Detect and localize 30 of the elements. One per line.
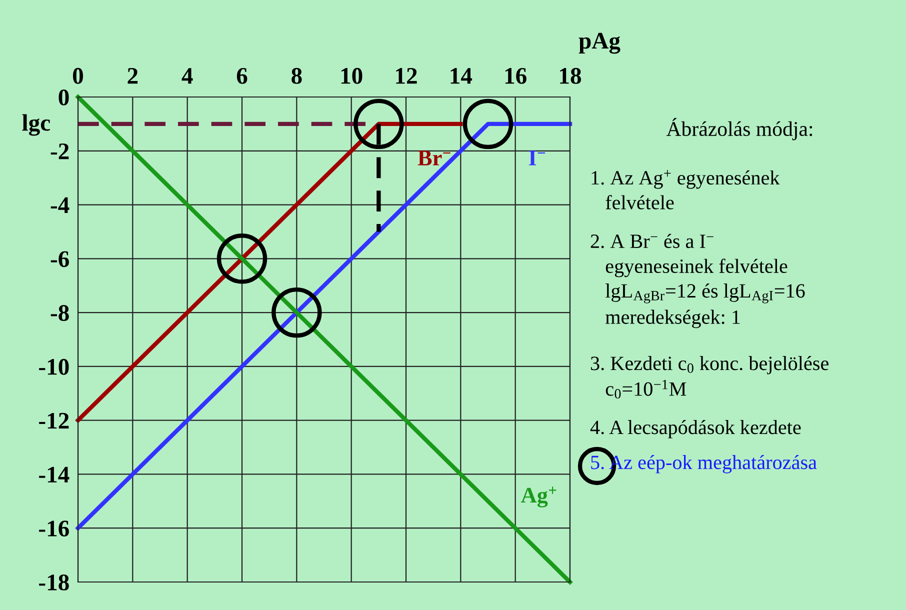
x-tick-label: 8 bbox=[292, 68, 302, 84]
y-axis-title: lgc bbox=[22, 114, 50, 136]
y-tick-label: -6 bbox=[50, 251, 69, 268]
x-tick-label: 2 bbox=[128, 68, 138, 84]
series-label: I$^{−}$ bbox=[528, 150, 546, 166]
text: Ábrázolás módja: bbox=[666, 118, 812, 140]
x-tick-label: 12 bbox=[396, 68, 417, 84]
text: 3. Kezdeti c$_{0}$ konc. bejelölése c$_{0}$=10$^{−1}$M bbox=[590, 356, 828, 399]
x-tick-label: 10 bbox=[341, 68, 362, 84]
text: 2. A Br$^{−}$ és a I$^{−}$ egyeneseinek felvétele lgL$_{AgBr}$=12 és lgL$_{AgI}$=16 meredekségek: 1 bbox=[590, 234, 805, 328]
x-axis-title: pAg bbox=[578, 32, 620, 54]
y-tick-label: -16 bbox=[39, 520, 69, 537]
y-tick-label: -18 bbox=[39, 574, 69, 590]
x-tick-label: 4 bbox=[182, 68, 193, 84]
y-tick-label: -4 bbox=[50, 197, 70, 213]
x-tick-label: 16 bbox=[505, 68, 526, 84]
x-tick-label: 6 bbox=[236, 68, 248, 84]
y-tick-label: -8 bbox=[50, 305, 69, 321]
series-label: Br$^{−}$ bbox=[418, 150, 450, 166]
series-label: Ag$^{+}$ bbox=[521, 486, 556, 508]
y-tick-label: -14 bbox=[39, 466, 70, 482]
x-tick-label: 18 bbox=[560, 68, 582, 84]
y-tick-label: -12 bbox=[39, 412, 69, 429]
text: 1. Az Ag$^{+}$ egyenesének felvétele bbox=[592, 170, 780, 210]
y-tick-label: -10 bbox=[39, 358, 69, 375]
y-tick-label: -2 bbox=[50, 143, 69, 160]
y-tick-label: 0 bbox=[58, 89, 69, 106]
x-tick-label: 0 bbox=[72, 68, 84, 84]
text: 4. A lecsapódások kezdete bbox=[590, 420, 801, 438]
x-tick-label: 14 bbox=[450, 68, 472, 84]
